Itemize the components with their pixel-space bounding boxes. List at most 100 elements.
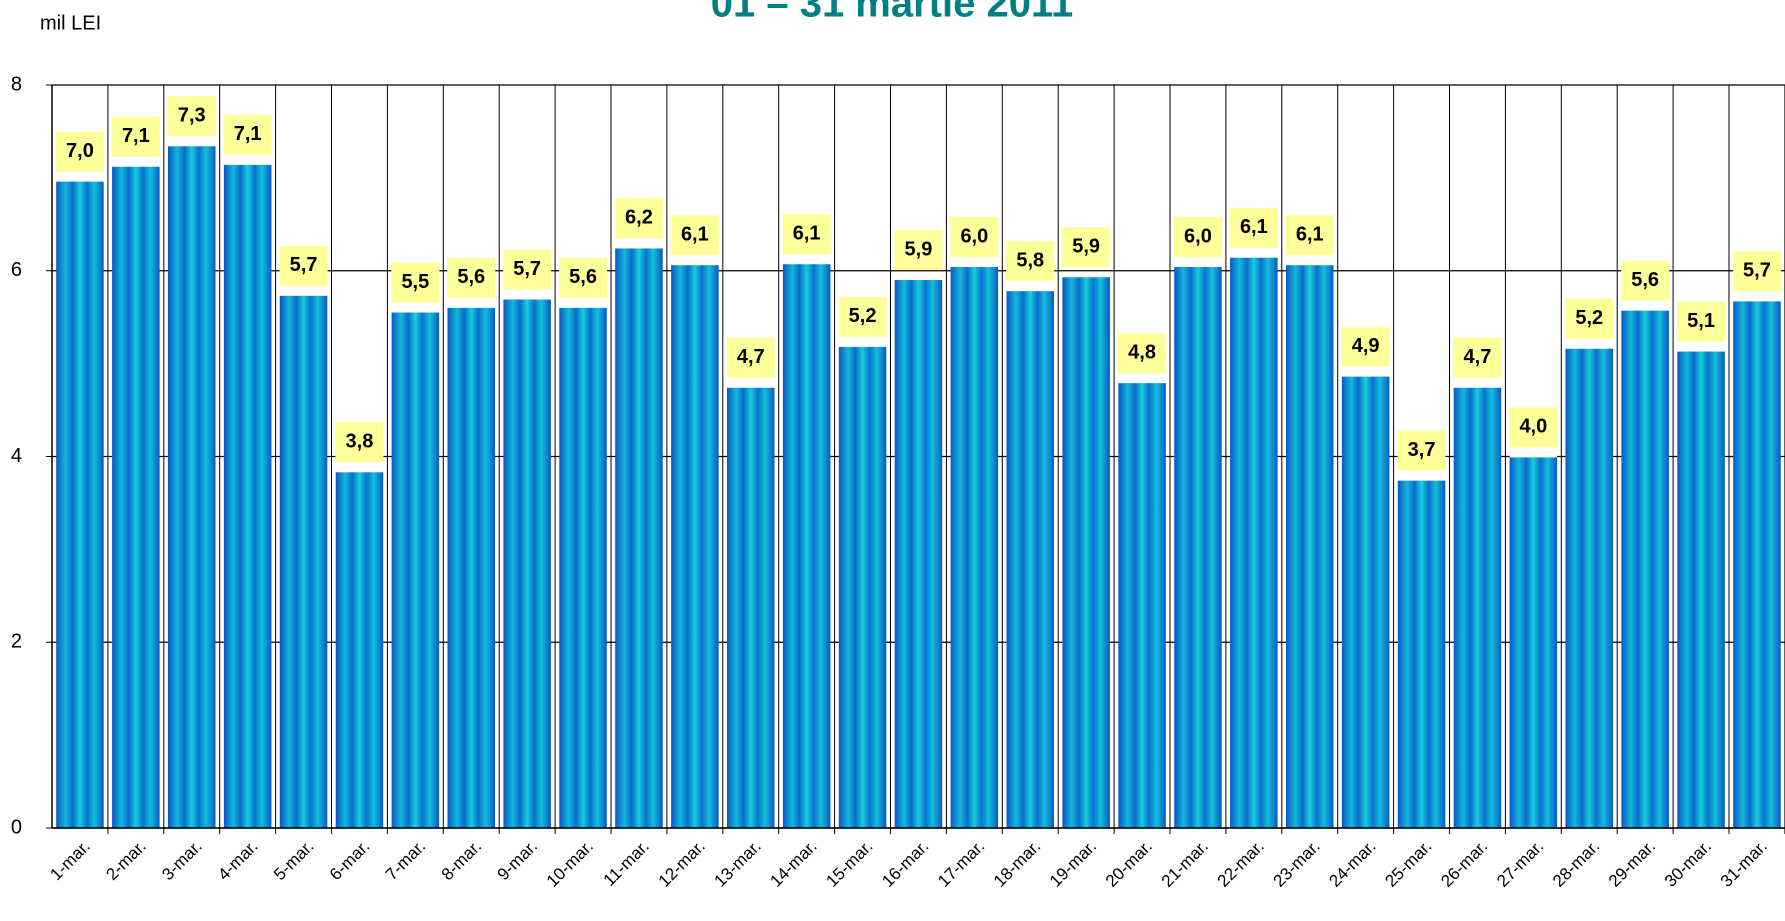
value-label: 5,2 xyxy=(849,305,877,327)
bar-shadow xyxy=(503,295,551,300)
value-label: 5,6 xyxy=(1631,269,1659,291)
value-label-box xyxy=(1062,227,1111,268)
value-label: 5,7 xyxy=(1743,260,1771,282)
bar-shadow xyxy=(782,260,831,265)
value-label-box xyxy=(1453,337,1502,378)
bar-shadow xyxy=(1341,372,1390,377)
bar-shadow xyxy=(1565,344,1614,349)
value-label: 4,9 xyxy=(1352,335,1380,357)
bar xyxy=(335,472,384,828)
x-tick-label: 23-mar. xyxy=(1270,837,1324,891)
value-label: 5,6 xyxy=(569,266,597,288)
value-label-box xyxy=(782,214,831,255)
value-label-box xyxy=(1621,260,1670,301)
bar xyxy=(391,312,440,828)
value-label-box xyxy=(726,337,775,378)
y-tick-label: 6 xyxy=(11,259,22,281)
value-label: 5,9 xyxy=(1072,236,1100,258)
bar-shadow xyxy=(279,291,328,296)
value-label: 4,7 xyxy=(1464,346,1492,368)
x-tick-label: 1-mar. xyxy=(46,837,94,885)
x-tick-label: 7-mar. xyxy=(382,837,430,885)
value-label: 5,6 xyxy=(457,266,485,288)
x-tick-label: 17-mar. xyxy=(934,837,988,891)
value-label: 5,8 xyxy=(1016,249,1044,271)
bar xyxy=(56,181,104,829)
bar xyxy=(1230,257,1278,828)
value-label-box xyxy=(950,217,999,258)
bar-shadow xyxy=(1118,379,1166,384)
value-label-box xyxy=(1229,207,1278,248)
value-label: 6,1 xyxy=(681,223,709,245)
bar xyxy=(615,248,663,828)
value-label: 3,8 xyxy=(346,431,374,453)
value-label: 6,2 xyxy=(625,207,653,229)
bar-shadow xyxy=(1733,297,1781,302)
bar xyxy=(1062,277,1110,829)
x-tick-label: 24-mar. xyxy=(1325,837,1379,891)
value-label-box xyxy=(1509,407,1558,448)
bar xyxy=(167,146,216,829)
value-label: 7,0 xyxy=(66,140,94,162)
x-tick-label: 13-mar. xyxy=(711,837,765,891)
value-label-box xyxy=(1006,241,1055,282)
bar-shadow xyxy=(1453,383,1502,388)
bar-shadow xyxy=(447,303,496,308)
value-label-box xyxy=(894,230,943,271)
bar xyxy=(671,265,719,828)
x-tick-label: 16-mar. xyxy=(878,837,932,891)
bar-shadow xyxy=(223,160,272,165)
bar-shadow xyxy=(1006,287,1055,292)
value-label-box xyxy=(1677,301,1726,342)
bar xyxy=(279,295,328,828)
y-tick-label: 8 xyxy=(11,73,22,95)
value-label-box xyxy=(838,296,887,337)
bar-shadow xyxy=(1677,347,1725,352)
x-tick-label: 6-mar. xyxy=(326,837,374,885)
bar xyxy=(1677,351,1725,828)
value-label: 6,1 xyxy=(1240,216,1268,238)
x-tick-label: 28-mar. xyxy=(1549,837,1603,891)
value-label: 6,1 xyxy=(793,223,821,245)
value-label: 7,3 xyxy=(178,105,206,127)
bar xyxy=(1565,348,1614,828)
x-tick-label: 10-mar. xyxy=(543,837,597,891)
bar-shadow xyxy=(1174,263,1222,268)
value-label-box xyxy=(670,215,719,256)
x-tick-label: 19-mar. xyxy=(1046,837,1100,891)
bar xyxy=(1341,376,1390,828)
y-tick-label: 2 xyxy=(11,631,22,653)
value-label: 5,7 xyxy=(290,254,318,276)
value-label: 4,7 xyxy=(737,346,765,368)
bar xyxy=(1453,387,1502,828)
value-label: 6,0 xyxy=(960,225,988,247)
value-label: 7,1 xyxy=(234,123,262,145)
value-label-box xyxy=(1732,251,1781,292)
value-label-box xyxy=(614,198,663,239)
bar-shadow xyxy=(1062,273,1110,278)
bar-shadow xyxy=(726,383,775,388)
bar xyxy=(950,267,999,828)
bar-shadow xyxy=(671,261,719,266)
x-tick-label: 9-mar. xyxy=(494,837,542,885)
bar-shadow xyxy=(950,263,999,268)
value-label: 5,5 xyxy=(401,271,429,293)
value-label: 5,7 xyxy=(513,258,541,280)
x-tick-label: 29-mar. xyxy=(1605,837,1659,891)
x-tick-label: 4-mar. xyxy=(214,837,262,885)
bar-shadow xyxy=(838,342,887,347)
value-label-box xyxy=(1118,333,1167,374)
value-label: 6,0 xyxy=(1184,225,1212,247)
value-label: 7,1 xyxy=(122,125,150,147)
value-label: 5,2 xyxy=(1575,307,1603,329)
value-label-box xyxy=(1173,217,1222,258)
y-axis-label: mil LEI xyxy=(40,12,101,34)
bar xyxy=(838,346,887,828)
value-label-box xyxy=(55,131,104,172)
bar xyxy=(447,307,496,828)
x-tick-label: 30-mar. xyxy=(1661,837,1715,891)
bar-shadow xyxy=(615,244,663,249)
x-tick-label: 3-mar. xyxy=(158,837,206,885)
